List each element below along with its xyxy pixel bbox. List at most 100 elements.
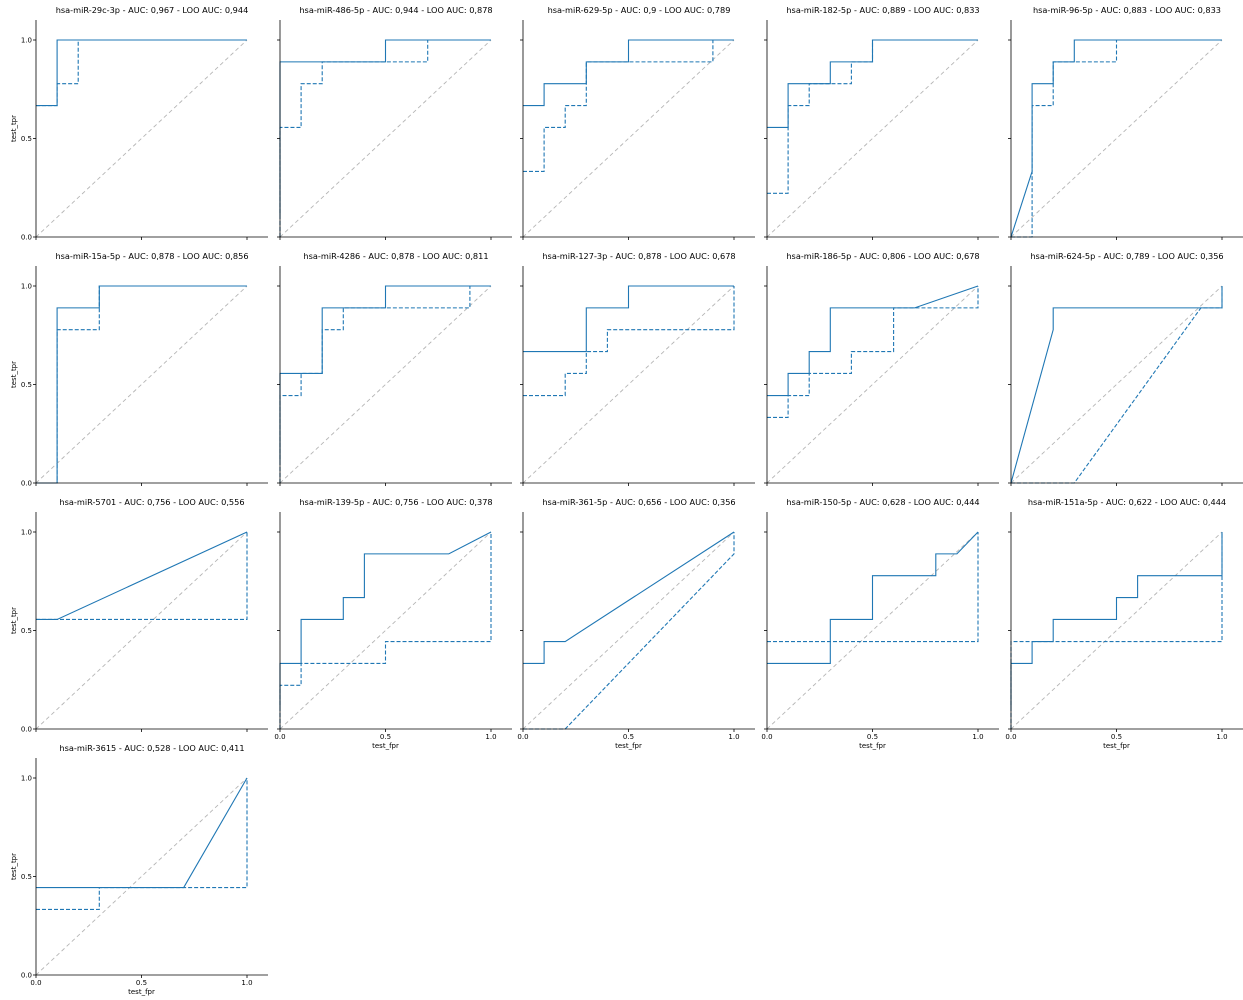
- loo-roc-curve: [279, 39, 491, 237]
- loo-roc-curve: [1011, 39, 1222, 238]
- roc-curve: [279, 531, 492, 708]
- y-axis-label: test_tpr: [10, 115, 18, 142]
- x-tick-label: 0.0: [517, 733, 528, 741]
- y-tick-label: 1.0: [21, 775, 32, 783]
- x-tick-label: 1.0: [485, 733, 496, 741]
- roc-curve: [767, 285, 979, 397]
- x-axis-label: test_fpr: [372, 742, 399, 750]
- roc-curve: [36, 39, 247, 107]
- roc-curve: [523, 39, 734, 107]
- roc-curve: [36, 531, 248, 621]
- roc-panel: hsa-miR-629-5p - AUC: 0,9 - LOO AUC: 0,7…: [520, 5, 755, 240]
- x-tick-label: 0.5: [380, 733, 391, 741]
- x-tick-label: 0.0: [274, 733, 285, 741]
- roc-panel: hsa-miR-96-5p - AUC: 0,883 - LOO AUC: 0,…: [1008, 5, 1243, 240]
- x-tick-label: 0.0: [30, 979, 41, 987]
- roc-panel: hsa-miR-151a-5p - AUC: 0,622 - LOO AUC: …: [1005, 497, 1243, 750]
- loo-roc-curve: [767, 532, 979, 643]
- y-tick-label: 0.0: [21, 480, 32, 488]
- roc-curve: [1010, 532, 1223, 708]
- panel-title: hsa-miR-182-5p - AUC: 0,889 - LOO AUC: 0…: [786, 5, 979, 15]
- panel-title: hsa-miR-186-5p - AUC: 0,806 - LOO AUC: 0…: [786, 251, 979, 261]
- roc-panel: hsa-miR-139-5p - AUC: 0,756 - LOO AUC: 0…: [274, 497, 512, 750]
- chance-diagonal: [1010, 39, 1223, 238]
- chance-diagonal: [279, 531, 492, 730]
- x-tick-label: 0.0: [761, 733, 772, 741]
- chance-diagonal: [35, 39, 248, 238]
- loo-roc-curve: [279, 532, 492, 729]
- chance-diagonal: [35, 777, 248, 976]
- chance-diagonal: [522, 39, 735, 238]
- loo-roc-curve: [36, 532, 248, 621]
- y-tick-label: 0.5: [21, 381, 32, 389]
- y-tick-label: 1.0: [21, 37, 32, 45]
- x-tick-label: 0.0: [1005, 733, 1016, 741]
- x-tick-label: 0.5: [136, 979, 147, 987]
- panel-title: hsa-miR-629-5p - AUC: 0,9 - LOO AUC: 0,7…: [548, 5, 731, 15]
- y-tick-label: 0.0: [21, 972, 32, 980]
- roc-curve: [767, 531, 979, 664]
- chance-diagonal: [766, 531, 979, 730]
- panel-title: hsa-miR-3615 - AUC: 0,528 - LOO AUC: 0,4…: [59, 743, 244, 753]
- y-axis-label: test_tpr: [10, 361, 18, 388]
- loo-roc-curve: [523, 39, 734, 172]
- x-tick-label: 0.5: [623, 733, 634, 741]
- loo-roc-curve: [36, 778, 248, 910]
- roc-panel: hsa-miR-3615 - AUC: 0,528 - LOO AUC: 0,4…: [10, 743, 268, 996]
- roc-panel: hsa-miR-361-5p - AUC: 0,656 - LOO AUC: 0…: [517, 497, 755, 750]
- y-tick-label: 0.5: [21, 627, 32, 635]
- panel-title: hsa-miR-486-5p - AUC: 0,944 - LOO AUC: 0…: [299, 5, 492, 15]
- panel-title: hsa-miR-15a-5p - AUC: 0,878 - LOO AUC: 0…: [55, 251, 248, 261]
- chance-diagonal: [766, 285, 979, 484]
- y-tick-label: 0.0: [21, 234, 32, 242]
- roc-panel: hsa-miR-486-5p - AUC: 0,944 - LOO AUC: 0…: [277, 5, 512, 240]
- y-tick-label: 1.0: [21, 283, 32, 291]
- loo-roc-curve: [36, 285, 247, 484]
- roc-panel: hsa-miR-182-5p - AUC: 0,889 - LOO AUC: 0…: [764, 5, 999, 240]
- loo-roc-curve: [36, 39, 247, 107]
- x-axis-label: test_fpr: [615, 742, 642, 750]
- x-axis-label: test_fpr: [859, 742, 886, 750]
- x-tick-label: 0.5: [867, 733, 878, 741]
- roc-curve: [767, 39, 978, 129]
- y-tick-label: 0.0: [21, 726, 32, 734]
- chance-diagonal: [279, 285, 492, 484]
- y-axis-label: test_tpr: [10, 853, 18, 880]
- x-tick-label: 1.0: [972, 733, 983, 741]
- panel-title: hsa-miR-127-3p - AUC: 0,878 - LOO AUC: 0…: [542, 251, 735, 261]
- panel-title: hsa-miR-624-5p - AUC: 0,789 - LOO AUC: 0…: [1030, 251, 1223, 261]
- panel-title: hsa-miR-151a-5p - AUC: 0,622 - LOO AUC: …: [1028, 497, 1226, 507]
- roc-panel: hsa-miR-186-5p - AUC: 0,806 - LOO AUC: 0…: [764, 251, 999, 486]
- chance-diagonal: [1010, 531, 1223, 730]
- chance-diagonal: [766, 39, 979, 238]
- x-axis-label: test_fpr: [1103, 742, 1130, 750]
- x-tick-label: 1.0: [728, 733, 739, 741]
- roc-panel: hsa-miR-4286 - AUC: 0,878 - LOO AUC: 0,8…: [277, 251, 512, 486]
- x-tick-label: 1.0: [241, 979, 252, 987]
- panel-title: hsa-miR-139-5p - AUC: 0,756 - LOO AUC: 0…: [299, 497, 492, 507]
- y-tick-label: 0.5: [21, 873, 32, 881]
- panel-title: hsa-miR-361-5p - AUC: 0,656 - LOO AUC: 0…: [542, 497, 735, 507]
- panel-title: hsa-miR-4286 - AUC: 0,878 - LOO AUC: 0,8…: [303, 251, 488, 261]
- chance-diagonal: [522, 531, 735, 730]
- chance-diagonal: [279, 39, 492, 238]
- y-tick-label: 1.0: [21, 529, 32, 537]
- roc-panel: hsa-miR-150-5p - AUC: 0,628 - LOO AUC: 0…: [761, 497, 999, 750]
- y-axis-label: test_tpr: [10, 607, 18, 634]
- chance-diagonal: [1010, 285, 1223, 484]
- panel-title: hsa-miR-29c-3p - AUC: 0,967 - LOO AUC: 0…: [56, 5, 249, 15]
- panel-title: hsa-miR-150-5p - AUC: 0,628 - LOO AUC: 0…: [786, 497, 979, 507]
- roc-curve: [523, 285, 734, 353]
- loo-roc-curve: [279, 285, 491, 483]
- roc-panel: hsa-miR-15a-5p - AUC: 0,878 - LOO AUC: 0…: [10, 251, 268, 488]
- loo-roc-curve: [523, 286, 735, 397]
- loo-roc-curve: [767, 286, 979, 418]
- chance-diagonal: [35, 285, 248, 484]
- chance-diagonal: [522, 285, 735, 484]
- roc-curve: [279, 39, 491, 216]
- roc-panel: hsa-miR-29c-3p - AUC: 0,967 - LOO AUC: 0…: [10, 5, 268, 242]
- roc-panel: hsa-miR-5701 - AUC: 0,756 - LOO AUC: 0,5…: [10, 497, 268, 734]
- chance-diagonal: [35, 531, 248, 730]
- x-tick-label: 1.0: [1216, 733, 1227, 741]
